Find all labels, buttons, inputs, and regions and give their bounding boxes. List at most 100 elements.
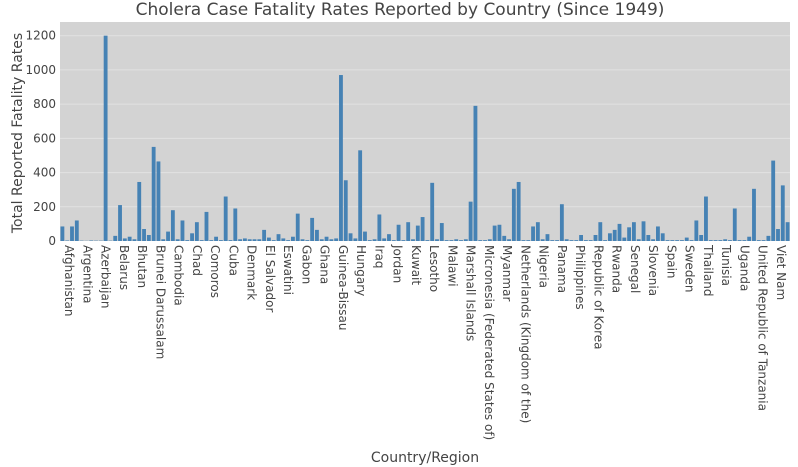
x-tick-label: Senegal — [628, 245, 642, 293]
x-axis-label: Country/Region — [371, 450, 479, 466]
x-tick-label: Panama — [555, 245, 569, 293]
bar — [166, 231, 170, 241]
bar — [295, 213, 300, 242]
x-tick-label: Cuba — [226, 245, 240, 276]
bar — [358, 150, 363, 241]
bar — [132, 239, 137, 241]
x-tick-label: Philippines — [573, 245, 587, 310]
bar — [175, 239, 180, 241]
bar — [516, 181, 521, 241]
bar — [641, 221, 646, 241]
bar — [511, 188, 516, 241]
bar — [651, 239, 656, 241]
bar — [387, 234, 391, 241]
bar — [122, 238, 127, 241]
bar — [266, 237, 271, 241]
bar — [233, 208, 238, 241]
x-tick-label: Bhutan — [135, 245, 149, 288]
x-tick-label: Spain — [664, 245, 678, 279]
bar — [612, 229, 617, 241]
bar — [156, 161, 161, 241]
bar — [569, 240, 574, 241]
x-tick-label: Chad — [190, 245, 204, 276]
bar — [411, 239, 415, 241]
bar — [228, 240, 233, 241]
x-tick-label: Micronesia (Federated States of) — [482, 245, 496, 440]
bar — [252, 239, 257, 241]
bar — [113, 235, 118, 241]
bar — [473, 105, 478, 241]
bar — [214, 236, 218, 241]
bar — [199, 240, 204, 241]
bar — [396, 224, 401, 241]
x-tick-label: Argentina — [80, 245, 94, 304]
y-tick-label: 200 — [33, 200, 56, 214]
x-tick-label: Myanmar — [500, 245, 514, 301]
x-tick-label: Gabon — [299, 245, 313, 284]
x-tick-label: Viet Nam — [774, 245, 788, 300]
bar — [665, 240, 670, 241]
bar — [170, 210, 175, 241]
bar — [680, 240, 684, 241]
bar — [363, 231, 367, 241]
bar — [526, 240, 531, 241]
x-tick-label: Cambodia — [172, 245, 186, 306]
bar — [218, 240, 223, 241]
bar — [785, 222, 790, 241]
grid-lines — [60, 35, 790, 208]
x-tick-label: El Salvador — [263, 245, 277, 312]
bar — [401, 240, 406, 241]
bar — [209, 240, 214, 241]
bar — [708, 240, 713, 241]
bar — [142, 229, 146, 241]
bar — [305, 240, 310, 241]
bar — [353, 238, 358, 241]
y-tick-label: 1000 — [25, 63, 56, 77]
bar — [319, 239, 324, 241]
bar — [60, 226, 65, 241]
bar — [118, 205, 122, 241]
bar — [300, 239, 305, 241]
bar — [622, 237, 627, 241]
bar — [348, 233, 353, 241]
y-tick-label: 1200 — [25, 29, 56, 43]
x-tick-label: Uganda — [737, 245, 751, 291]
x-tick-label: Hungary — [354, 245, 368, 296]
bar — [684, 237, 689, 241]
y-axis-label: Total Reported Fatality Rates — [10, 33, 26, 234]
x-tick-label: Afghanistan — [62, 245, 76, 316]
bar — [89, 240, 94, 241]
bar — [732, 208, 737, 241]
bar — [540, 239, 545, 241]
bar — [728, 240, 732, 241]
chart-title: Cholera Case Fatality Rates Reported by … — [136, 0, 665, 20]
bar — [238, 239, 243, 241]
x-tick-label: Belarus — [117, 245, 131, 290]
bar — [65, 240, 70, 241]
bar — [324, 236, 329, 241]
bar — [713, 240, 718, 241]
bar — [545, 234, 550, 241]
x-axis-ticks: Afghanistan Argentina Azerbaijan Belarus Bhu… — [62, 244, 788, 440]
x-tick-label: Denmark — [245, 245, 259, 300]
bar — [593, 235, 598, 241]
bar — [74, 220, 79, 241]
bar — [377, 214, 382, 241]
bar — [425, 240, 430, 241]
bar — [334, 238, 339, 241]
x-tick-label: Eswatini — [281, 245, 295, 295]
bar — [766, 235, 771, 241]
bar — [478, 240, 483, 241]
bar — [194, 222, 199, 241]
bar — [151, 146, 156, 241]
bar — [723, 239, 728, 241]
bar — [780, 185, 785, 241]
plot-area — [60, 22, 790, 241]
bar — [502, 235, 507, 241]
bar — [752, 188, 756, 241]
y-tick-label: 400 — [33, 166, 56, 180]
bar — [468, 201, 473, 241]
x-tick-label: Iraq — [372, 245, 386, 268]
bar — [583, 240, 588, 241]
